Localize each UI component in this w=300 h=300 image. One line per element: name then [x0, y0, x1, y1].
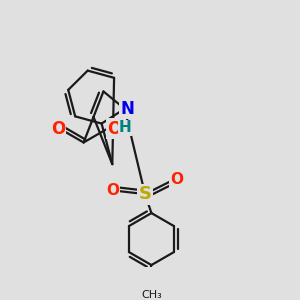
Text: O: O: [107, 120, 122, 138]
Text: O: O: [51, 120, 65, 138]
Text: CH₃: CH₃: [141, 290, 162, 300]
Text: S: S: [139, 185, 152, 203]
Text: H: H: [118, 120, 131, 135]
Text: N: N: [121, 100, 134, 118]
Text: O: O: [106, 183, 119, 198]
Text: O: O: [170, 172, 183, 187]
